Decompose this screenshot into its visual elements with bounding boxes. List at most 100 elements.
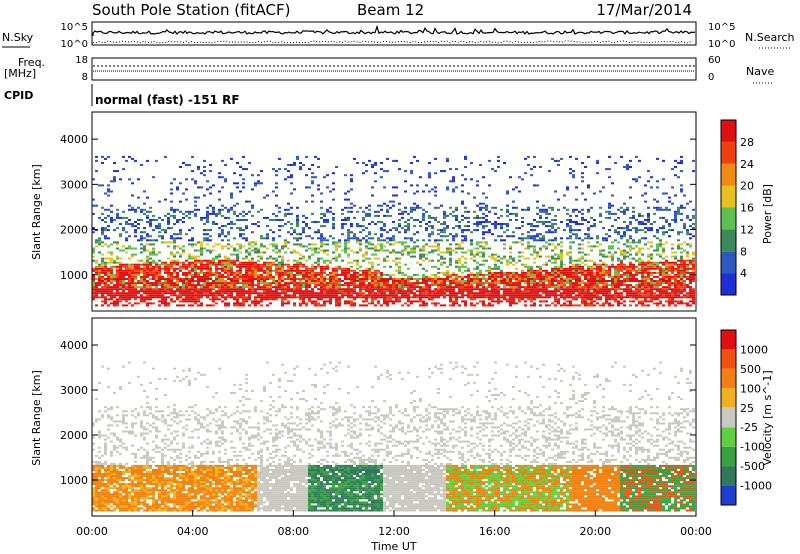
heatmap-cell — [446, 294, 449, 297]
heatmap-cell — [452, 178, 455, 181]
heatmap-cell — [566, 269, 569, 272]
heatmap-cell — [155, 219, 158, 221]
heatmap-cell — [206, 263, 209, 266]
heatmap-cell — [137, 263, 140, 266]
heatmap-cell — [230, 288, 233, 291]
heatmap-cell — [578, 267, 581, 270]
heatmap-cell — [224, 263, 227, 266]
heatmap-cell — [452, 296, 455, 299]
heatmap-cell — [356, 292, 359, 295]
heatmap-cell — [185, 292, 188, 295]
heatmap-cell — [413, 225, 416, 228]
heatmap-cell — [515, 267, 518, 270]
heatmap-cell — [314, 282, 317, 285]
heatmap-cell — [389, 278, 392, 280]
heatmap-cell — [140, 280, 143, 282]
heatmap-cell — [173, 178, 176, 181]
heatmap-cell — [224, 261, 227, 264]
heatmap-cell — [296, 219, 299, 221]
heatmap-cell — [566, 300, 569, 303]
heatmap-cell — [593, 294, 596, 297]
heatmap-cell — [176, 263, 179, 266]
heatmap-cell — [587, 259, 590, 262]
heatmap-cell — [314, 294, 317, 297]
heatmap-cell — [269, 273, 272, 276]
heatmap-cell — [536, 288, 539, 291]
heatmap-cell — [113, 219, 116, 221]
heatmap-cell — [467, 210, 470, 213]
heatmap-cell — [488, 265, 491, 268]
heatmap-cell — [305, 249, 308, 252]
heatmap-cell — [431, 302, 434, 305]
heatmap-cell — [293, 269, 296, 272]
heatmap-cell — [170, 278, 173, 280]
heatmap-cell — [230, 223, 233, 225]
heatmap-cell — [239, 282, 242, 285]
heatmap-cell — [176, 278, 179, 280]
heatmap-cell — [443, 286, 446, 289]
heatmap-cell — [329, 210, 332, 213]
heatmap-cell — [266, 237, 269, 240]
heatmap-cell — [434, 288, 437, 291]
heatmap-cell — [242, 275, 245, 278]
heatmap-cell — [206, 278, 209, 280]
heatmap-cell — [143, 288, 146, 291]
heatmap-cell — [572, 241, 575, 244]
heatmap-cell — [557, 275, 560, 278]
heatmap-cell — [617, 288, 620, 291]
heatmap-cell — [323, 282, 326, 285]
heatmap-cell — [641, 292, 644, 295]
heatmap-cell — [575, 237, 578, 240]
heatmap-cell — [593, 267, 596, 270]
heatmap-cell — [191, 298, 194, 301]
heatmap-cell — [458, 290, 461, 293]
heatmap-cell — [479, 278, 482, 280]
heatmap-cell — [176, 280, 179, 282]
heatmap-cell — [464, 302, 467, 305]
heatmap-cell — [272, 212, 275, 215]
heatmap-cell — [251, 269, 254, 272]
heatmap-cell — [599, 280, 602, 282]
heatmap-cell — [482, 253, 485, 256]
heatmap-cell — [593, 263, 596, 266]
heatmap-cell — [236, 257, 239, 260]
heatmap-cell — [134, 294, 137, 297]
heatmap-cell — [218, 172, 221, 175]
heatmap-cell — [575, 259, 578, 262]
heatmap-cell — [341, 294, 344, 297]
heatmap-cell — [392, 194, 395, 197]
heatmap-cell — [407, 300, 410, 303]
heatmap-cell — [221, 278, 224, 280]
heatmap-cell — [542, 269, 545, 272]
heatmap-cell — [344, 269, 347, 272]
heatmap-cell — [599, 206, 602, 209]
heatmap-cell — [302, 269, 305, 272]
heatmap-cell — [242, 233, 245, 236]
heatmap-cell — [167, 290, 170, 293]
heatmap-cell — [227, 302, 230, 305]
heatmap-cell — [206, 286, 209, 289]
heatmap-cell — [320, 269, 323, 272]
heatmap-cell — [470, 294, 473, 297]
heatmap-cell — [278, 278, 281, 280]
heatmap-cell — [350, 273, 353, 276]
heatmap-cell — [212, 282, 215, 285]
heatmap-cell — [404, 290, 407, 293]
heatmap-cell — [587, 280, 590, 282]
heatmap-cell — [536, 284, 539, 287]
heatmap-cell — [566, 223, 569, 225]
heatmap-cell — [326, 219, 329, 221]
heatmap-cell — [632, 275, 635, 278]
heatmap-cell — [362, 269, 365, 272]
heatmap-cell — [218, 280, 221, 282]
heatmap-cell — [119, 216, 122, 219]
heatmap-cell — [104, 229, 107, 232]
heatmap-cell — [485, 280, 488, 282]
heatmap-cell — [275, 290, 278, 293]
heatmap-cell — [572, 304, 575, 307]
heatmap-cell — [407, 290, 410, 293]
heatmap-cell — [350, 282, 353, 285]
heatmap-cell — [287, 288, 290, 291]
heatmap-cell — [569, 269, 572, 272]
heatmap-cell — [380, 221, 383, 223]
